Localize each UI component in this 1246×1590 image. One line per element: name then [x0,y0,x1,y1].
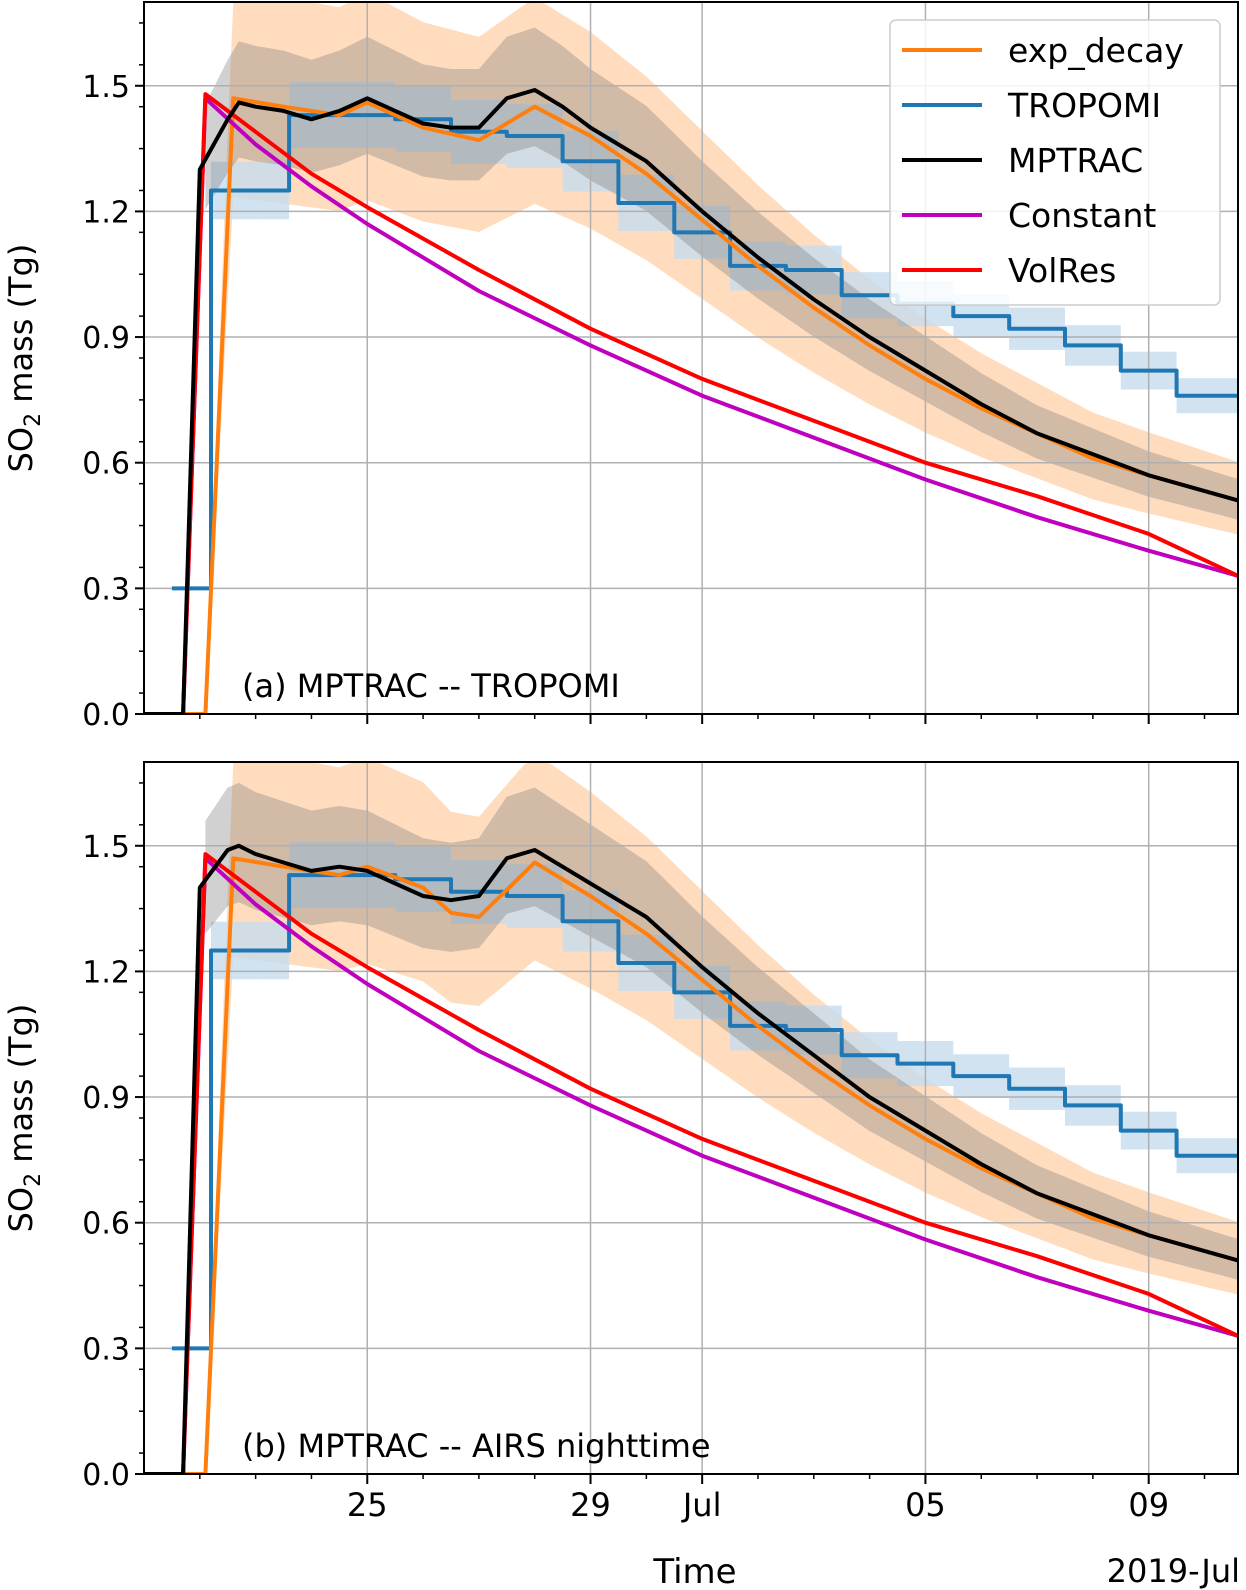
x-tick-label: 29 [570,1486,611,1524]
y-tick-label: 0.3 [82,572,130,607]
series-tropomi [171,113,1238,591]
x-axis-label: Time [652,1552,736,1590]
y-tick-label: 0.9 [82,1081,130,1116]
y-tick-label: 1.2 [82,955,130,990]
legend-label-volres: VolRes [1008,251,1116,290]
x-tick-label: 25 [347,1486,388,1524]
legend: exp_decay TROPOMI MPTRAC Constant VolRes [889,19,1221,306]
panel-a: 0.0 0.3 0.6 0.9 1.2 1.5 SO2 mass (Tg) (a) MPTRA… [2,1,1239,733]
legend-label-mptrac: MPTRAC [1008,141,1143,180]
legend-label-constant: Constant [1008,196,1156,235]
series-exp-decay [144,856,1238,1474]
y-tick-label: 0.3 [82,1332,130,1367]
y-axis-label: SO2 mass (Tg) [2,244,46,473]
series-volres [144,852,1238,1474]
legend-label-tropomi: TROPOMI [1007,86,1161,125]
mptrac-uncertainty-band [205,27,1238,520]
y-tick-label: 0.6 [82,1207,130,1242]
legend-box [889,19,1221,306]
exp-decay-uncertainty-band [205,2,1238,714]
exp-decay-uncertainty-band [205,762,1238,1474]
x-tick-label: Jul [681,1486,722,1524]
y-tick-label: 0.0 [82,1458,130,1493]
series-mptrac [144,843,1238,1474]
y-tick-label: 0.0 [82,698,130,733]
mptrac-uncertainty-band [205,782,1238,1280]
x-offset-label: 2019-Jul [1107,1552,1240,1590]
x-tick-label: 05 [905,1486,946,1524]
series-volres [144,92,1238,714]
y-axis-label: SO2 mass (Tg) [2,1004,46,1233]
plot-area [144,2,1238,714]
y-tick-label: 1.5 [82,70,130,105]
panel-b: 0.00.30.60.91.21.52529Jul050913SO2 mass … [2,761,1239,1524]
panel-annotation: (a) MPTRAC -- TROPOMI [242,667,620,705]
series-constant [144,96,1238,714]
y-tick-label: 0.9 [82,321,130,356]
legend-label-exp-decay: exp_decay [1008,31,1184,70]
panel-annotation: (b) MPTRAC -- AIRS nighttime [242,1427,711,1465]
series-mptrac [144,88,1238,714]
y-tick-label: 1.5 [82,830,130,865]
y-tick-label: 0.6 [82,447,130,482]
y-tick-label: 1.2 [82,195,130,230]
series-tropomi [171,873,1238,1351]
plot-area [144,762,1238,1474]
x-tick-label: 09 [1128,1486,1169,1524]
